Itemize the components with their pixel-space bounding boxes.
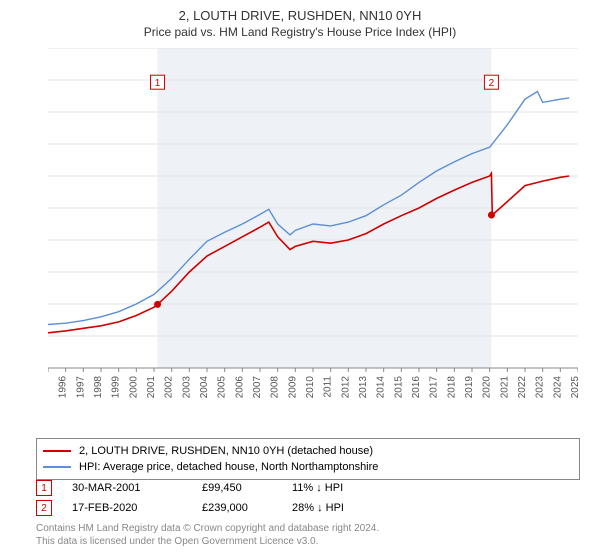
svg-text:2022: 2022 <box>517 376 528 398</box>
svg-text:2018: 2018 <box>446 376 457 398</box>
legend-swatch-0 <box>43 450 71 452</box>
svg-text:2: 2 <box>489 78 495 89</box>
sale-marker-price-0: £99,450 <box>202 482 282 494</box>
svg-text:2024: 2024 <box>552 376 563 398</box>
sale-marker-price-1: £239,000 <box>202 502 282 514</box>
svg-text:2006: 2006 <box>234 376 245 398</box>
chart-plot-area: £0£50K£100K£150K£200K£250K£300K£350K£400… <box>48 48 578 398</box>
svg-text:2017: 2017 <box>429 376 440 398</box>
svg-text:2009: 2009 <box>287 376 298 398</box>
legend-label-1: HPI: Average price, detached house, Nort… <box>79 461 378 473</box>
chart-container: 2, LOUTH DRIVE, RUSHDEN, NN10 0YH Price … <box>0 0 600 560</box>
svg-text:1996: 1996 <box>58 376 69 398</box>
svg-text:1: 1 <box>155 78 161 89</box>
legend-swatch-1 <box>43 466 71 468</box>
sale-marker-badge-1: 2 <box>36 500 52 516</box>
svg-text:2020: 2020 <box>482 376 493 398</box>
sale-marker-row-0: 1 30-MAR-2001 £99,450 11% ↓ HPI <box>36 478 580 498</box>
svg-text:2015: 2015 <box>393 376 404 398</box>
svg-text:2014: 2014 <box>376 376 387 398</box>
sale-markers-table: 1 30-MAR-2001 £99,450 11% ↓ HPI 2 17-FEB… <box>36 478 580 518</box>
svg-text:2012: 2012 <box>340 376 351 398</box>
chart-subtitle: Price paid vs. HM Land Registry's House … <box>0 23 600 45</box>
svg-text:2001: 2001 <box>146 376 157 398</box>
svg-text:2005: 2005 <box>217 376 228 398</box>
footer-attribution: Contains HM Land Registry data © Crown c… <box>36 522 580 548</box>
sale-marker-badge-0: 1 <box>36 480 52 496</box>
svg-text:1995: 1995 <box>48 376 51 398</box>
svg-text:2016: 2016 <box>411 376 422 398</box>
svg-text:2007: 2007 <box>252 376 263 398</box>
footer-line-2: This data is licensed under the Open Gov… <box>36 535 580 548</box>
svg-text:1999: 1999 <box>111 376 122 398</box>
svg-text:2004: 2004 <box>199 376 210 398</box>
legend-row-1: HPI: Average price, detached house, Nort… <box>43 459 573 475</box>
legend-box: 2, LOUTH DRIVE, RUSHDEN, NN10 0YH (detac… <box>36 438 580 480</box>
chart-title: 2, LOUTH DRIVE, RUSHDEN, NN10 0YH <box>0 0 600 23</box>
svg-text:2013: 2013 <box>358 376 369 398</box>
svg-text:2025: 2025 <box>570 376 578 398</box>
svg-text:2002: 2002 <box>164 376 175 398</box>
footer-line-1: Contains HM Land Registry data © Crown c… <box>36 522 580 535</box>
sale-marker-hpi-0: 11% ↓ HPI <box>292 482 412 494</box>
svg-text:2010: 2010 <box>305 376 316 398</box>
svg-text:2003: 2003 <box>181 376 192 398</box>
svg-text:2023: 2023 <box>535 376 546 398</box>
legend-label-0: 2, LOUTH DRIVE, RUSHDEN, NN10 0YH (detac… <box>79 445 373 457</box>
sale-marker-date-0: 30-MAR-2001 <box>72 482 192 494</box>
svg-text:1997: 1997 <box>75 376 86 398</box>
sale-marker-hpi-1: 28% ↓ HPI <box>292 502 412 514</box>
svg-text:2021: 2021 <box>499 376 510 398</box>
svg-text:2019: 2019 <box>464 376 475 398</box>
svg-text:2011: 2011 <box>323 376 334 398</box>
legend-row-0: 2, LOUTH DRIVE, RUSHDEN, NN10 0YH (detac… <box>43 443 573 459</box>
sale-marker-date-1: 17-FEB-2020 <box>72 502 192 514</box>
sale-marker-row-1: 2 17-FEB-2020 £239,000 28% ↓ HPI <box>36 498 580 518</box>
chart-svg: £0£50K£100K£150K£200K£250K£300K£350K£400… <box>48 48 578 398</box>
svg-text:1998: 1998 <box>93 376 104 398</box>
svg-text:2008: 2008 <box>270 376 281 398</box>
svg-text:2000: 2000 <box>128 376 139 398</box>
